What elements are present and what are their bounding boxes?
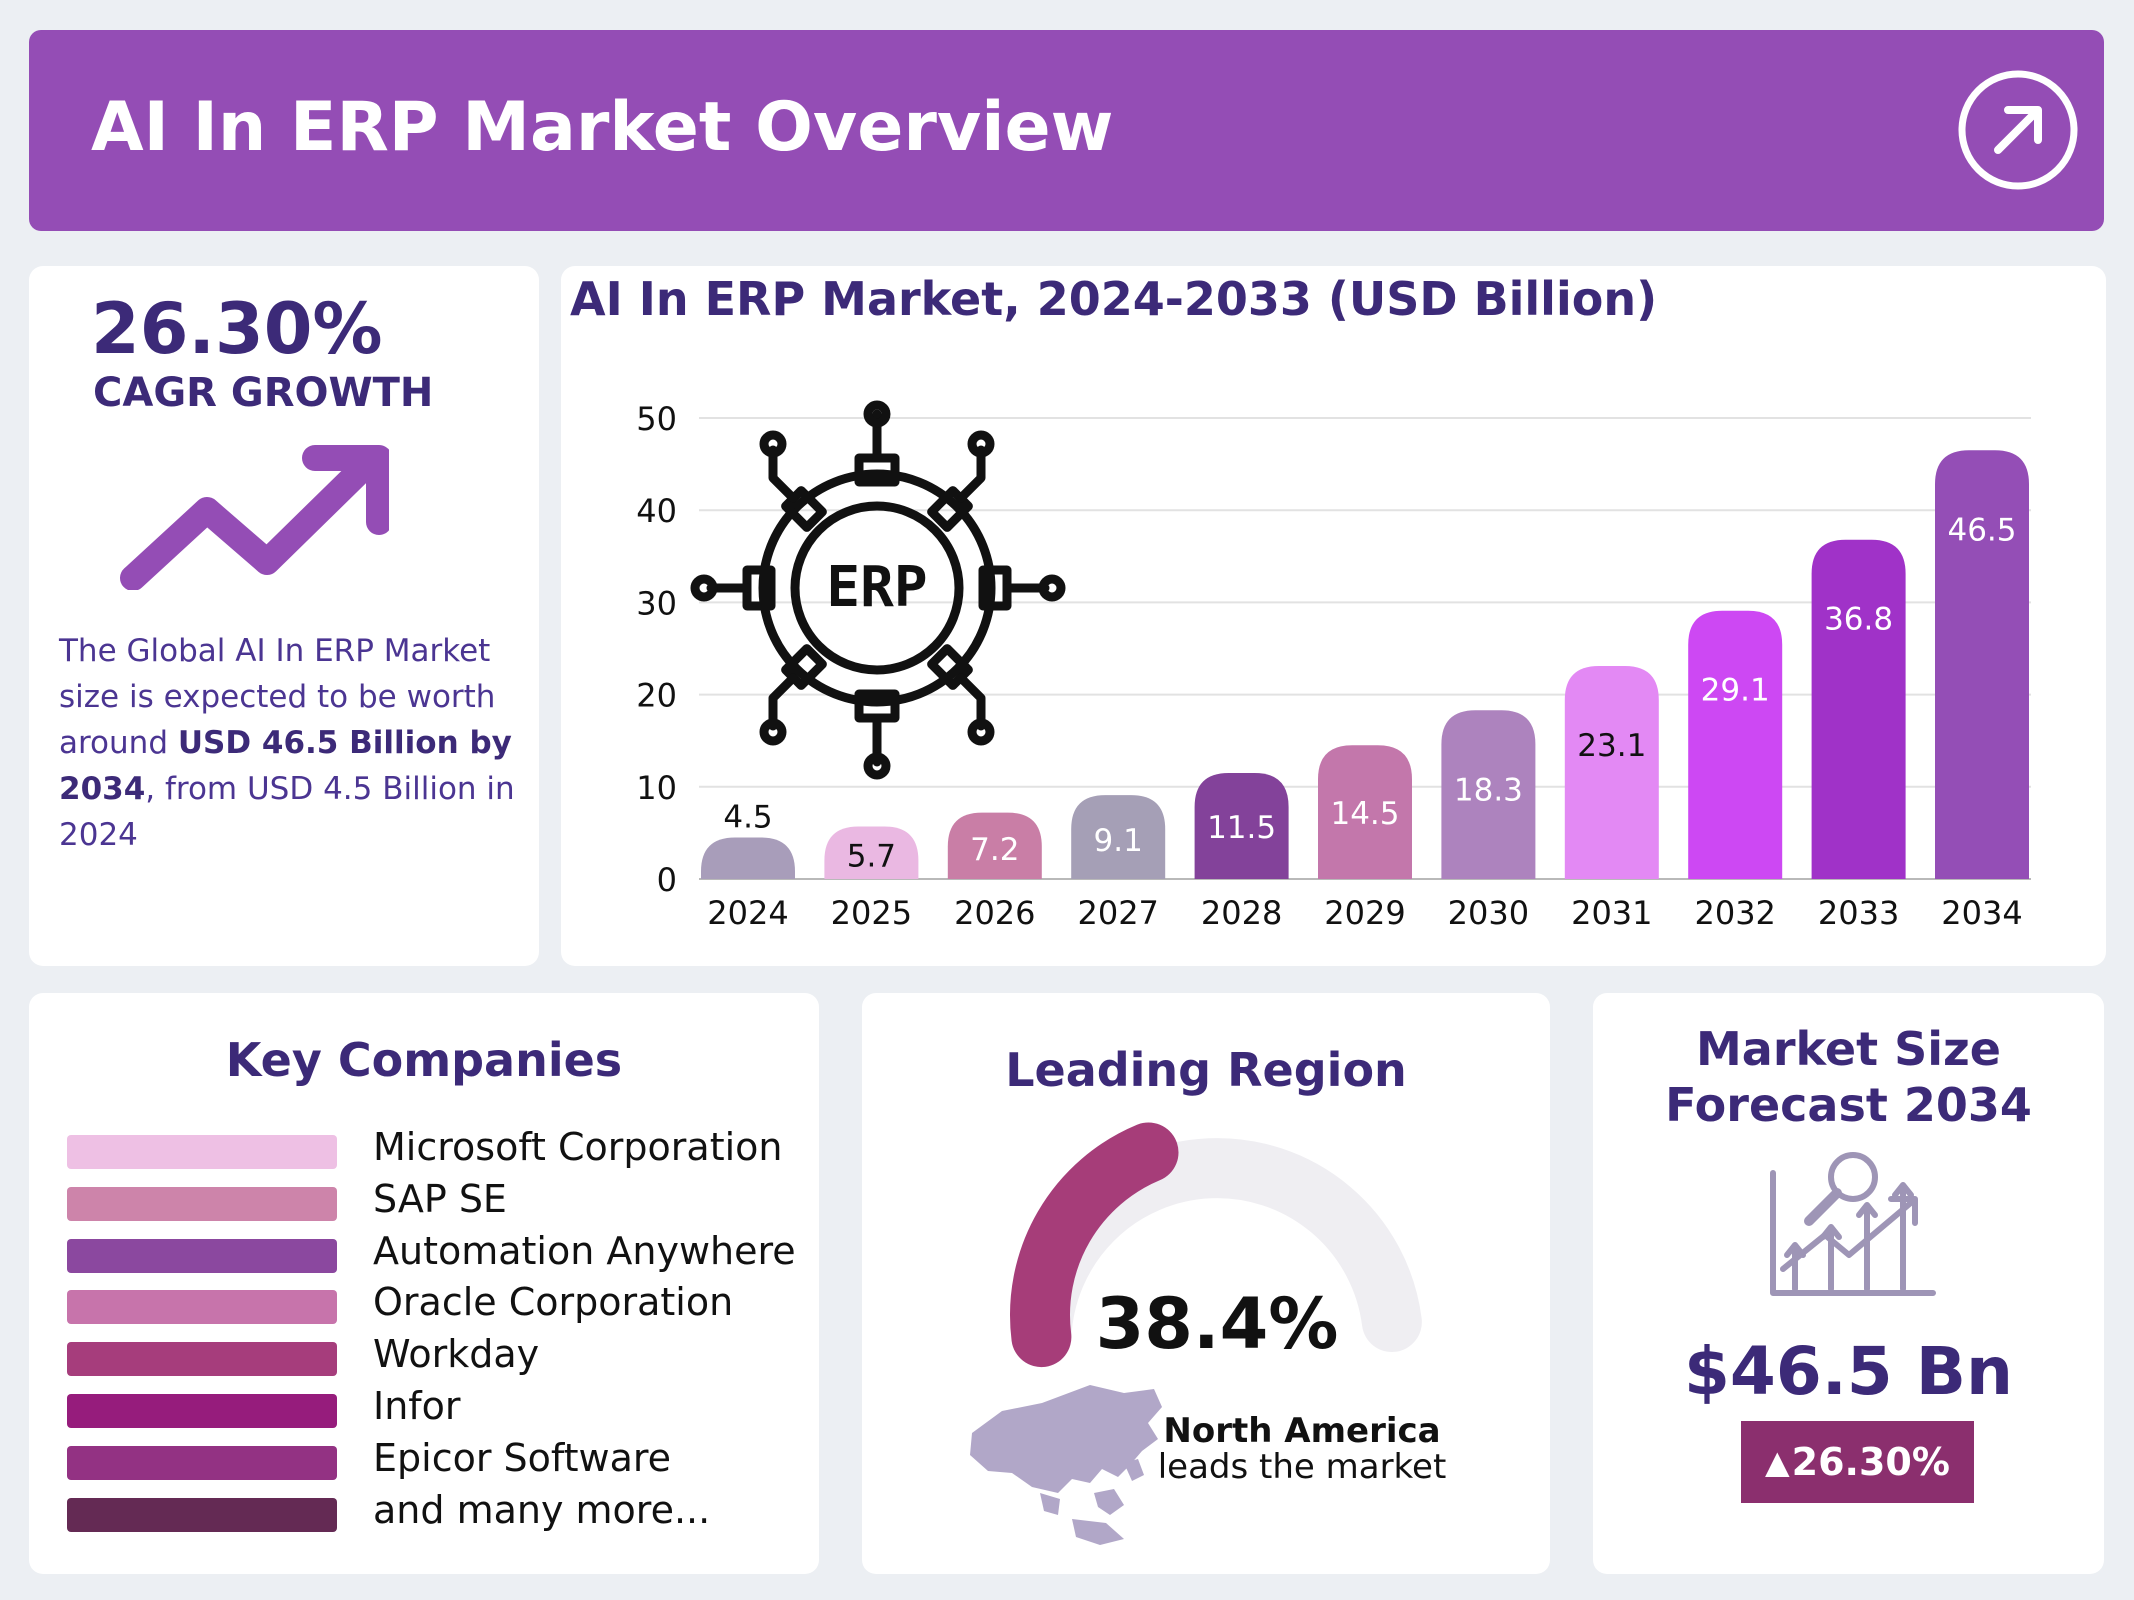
- bar-value-label: 11.5: [1207, 810, 1276, 846]
- bar: [1935, 450, 2029, 879]
- cagr-desc-bold: USD 46.5 Billion by 2034: [59, 725, 512, 807]
- arrow-up-right-icon[interactable]: [1956, 68, 2080, 192]
- y-tick-label: 30: [636, 584, 677, 622]
- company-swatch: [67, 1342, 337, 1377]
- gauge-fill: [1010, 1122, 1179, 1368]
- x-tick-label: 2025: [831, 894, 912, 932]
- forecast-value: $46.5 Bn: [1683, 1333, 2014, 1410]
- companies-title: Key Companies: [225, 1033, 623, 1087]
- bar-value-label: 9.1: [1094, 823, 1143, 859]
- region-title: Leading Region: [1005, 1043, 1407, 1097]
- y-tick-label: 10: [636, 769, 677, 807]
- bar-value-label: 5.7: [847, 839, 896, 875]
- region-share-value: 38.4%: [1095, 1283, 1339, 1365]
- company-swatch: [67, 1445, 337, 1480]
- company-swatch: [67, 1238, 337, 1273]
- x-tick-label: 2032: [1694, 894, 1775, 932]
- region-gauge: [970, 1122, 1422, 1545]
- asia-map-icon: [970, 1385, 1162, 1545]
- bar: [1564, 666, 1659, 879]
- x-tick-label: 2034: [1941, 894, 2022, 932]
- forecast-card: Market Size Forecast 2034 $46.5 Bn ▲ 26.…: [1593, 993, 2104, 1574]
- growth-badge-value: 26.30%: [1791, 1440, 1950, 1484]
- x-tick-label: 2026: [954, 894, 1035, 932]
- company-name: Oracle Corporation: [373, 1280, 734, 1325]
- bar: [824, 826, 919, 879]
- bar-value-label: 7.2: [970, 832, 1019, 868]
- company-name: Microsoft Corporation: [373, 1125, 783, 1169]
- forecast-title-line1: Market Size: [1696, 1022, 2001, 1076]
- bar: [1071, 795, 1166, 879]
- bar: [1194, 772, 1289, 879]
- company-swatch: [67, 1497, 337, 1532]
- trend-up-icon: [120, 445, 389, 590]
- company-name: Automation Anywhere: [373, 1228, 796, 1273]
- leading-region-card: Leading Region 38.4% North America leads…: [862, 993, 1550, 1574]
- triangle-up-icon: ▲: [1765, 1443, 1790, 1481]
- bar: [1688, 610, 1783, 879]
- growth-analysis-icon: [1770, 1152, 1936, 1296]
- growth-badge: ▲ 26.30%: [1741, 1421, 1974, 1503]
- bar: [701, 837, 795, 879]
- y-tick-label: 20: [636, 677, 677, 715]
- x-tick-label: 2027: [1077, 894, 1158, 932]
- company-name: Epicor Software: [373, 1435, 672, 1480]
- cagr-desc-prefix: The Global AI In ERP Market size is expe…: [59, 633, 496, 761]
- x-tick-label: 2033: [1818, 894, 1899, 932]
- company-swatch: [67, 1394, 337, 1428]
- bar-value-label: 46.5: [1947, 512, 2016, 548]
- erp-icon-text: ERP: [826, 555, 927, 620]
- chart-title: AI In ERP Market, 2024-2033 (USD Billion…: [570, 272, 1658, 326]
- region-name: North America: [1163, 1411, 1441, 1451]
- bar-value-label: 18.3: [1454, 772, 1523, 808]
- bar-value-label: 14.5: [1330, 796, 1399, 832]
- y-tick-label: 40: [636, 492, 677, 530]
- x-tick-label: 2029: [1324, 894, 1405, 932]
- cagr-description: The Global AI In ERP Market size is expe…: [59, 628, 519, 858]
- company-name: and many more...: [373, 1487, 711, 1532]
- page-title: AI In ERP Market Overview: [91, 88, 1114, 167]
- x-tick-label: 2024: [707, 894, 788, 932]
- erp-gear-icon: ERP: [690, 400, 1066, 780]
- bar: [1811, 539, 1906, 879]
- bar: [947, 812, 1042, 879]
- bar-value-label: 36.8: [1824, 602, 1893, 638]
- forecast-title-line2: Forecast 2034: [1665, 1078, 2032, 1132]
- cagr-desc-suffix: , from USD 4.5 Billion in 2024: [59, 771, 515, 853]
- header-banner: AI In ERP Market Overview: [29, 30, 2104, 231]
- bar-value-label: 4.5: [723, 800, 772, 836]
- bar: [1441, 710, 1536, 879]
- bar: [1318, 745, 1412, 879]
- company-swatch: [67, 1290, 337, 1325]
- bar-value-label: 29.1: [1701, 673, 1770, 709]
- chart-card: AI In ERP Market, 2024-2033 (USD Billion…: [561, 266, 2106, 966]
- company-swatch: [67, 1186, 337, 1221]
- y-tick-label: 0: [657, 861, 677, 899]
- forecast-title: Market Size Forecast 2034: [1593, 1021, 2104, 1133]
- bar-value-label: 23.1: [1577, 728, 1646, 764]
- cagr-card: 26.30% CAGR GROWTH The Global AI In ERP …: [29, 266, 539, 966]
- x-tick-label: 2031: [1571, 894, 1652, 932]
- key-companies-card: Key Companies Microsoft Corporation SAP S…: [29, 993, 819, 1574]
- cagr-label: CAGR GROWTH: [93, 370, 434, 416]
- x-tick-label: 2030: [1448, 894, 1529, 932]
- x-tick-label: 2028: [1201, 894, 1282, 932]
- company-name: Infor: [373, 1384, 461, 1428]
- y-tick-label: 50: [636, 400, 677, 438]
- region-subtitle: leads the market: [1157, 1447, 1447, 1487]
- company-name: Workday: [373, 1332, 540, 1377]
- company-swatch: [67, 1135, 337, 1169]
- company-name: SAP SE: [373, 1176, 507, 1221]
- cagr-value: 26.30%: [91, 288, 383, 370]
